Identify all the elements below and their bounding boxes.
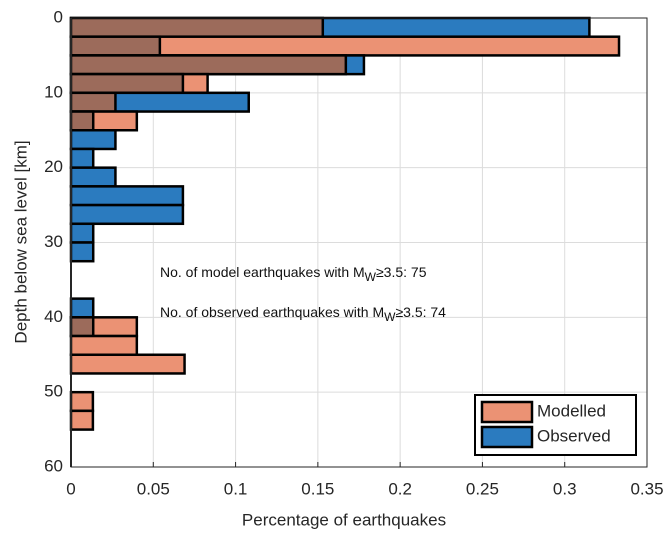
bar <box>69 147 95 169</box>
legend-swatch <box>480 400 534 424</box>
annotation-subscript: W <box>365 270 377 284</box>
y-tick-label: 10 <box>44 82 63 101</box>
bar <box>69 353 186 375</box>
annotation-suffix: ≥3.5: 75 <box>376 264 427 280</box>
bar <box>69 54 348 76</box>
annotation-text: No. of observed earthquakes with M <box>160 304 384 320</box>
x-tick-label: 0.3 <box>553 479 577 498</box>
x-tick-label: 0.15 <box>301 479 334 498</box>
annotation: No. of model earthquakes with MW≥3.5: 75 <box>160 264 427 284</box>
bar <box>69 166 117 188</box>
bar <box>69 203 185 226</box>
legend-label: Modelled <box>537 401 606 420</box>
x-tick-label: 0.2 <box>388 479 412 498</box>
annotation: No. of observed earthquakes with MW≥3.5:… <box>160 304 446 324</box>
x-tick-label: 0.25 <box>466 479 499 498</box>
legend-swatch <box>480 425 534 449</box>
y-tick-label: 20 <box>44 157 63 176</box>
bar <box>69 241 95 263</box>
y-tick-label: 30 <box>44 232 63 251</box>
bar <box>69 390 95 413</box>
bar <box>69 129 117 151</box>
y-tick-label: 0 <box>54 7 63 26</box>
bar <box>69 316 95 338</box>
bar <box>69 185 185 207</box>
x-axis-label: Percentage of earthquakes <box>242 510 446 529</box>
y-axis-label: Depth below sea level [km] <box>11 140 30 343</box>
legend-label: Observed <box>537 426 611 445</box>
bar <box>69 222 95 244</box>
y-tick-label: 40 <box>44 307 63 326</box>
x-tick-label: 0.1 <box>224 479 248 498</box>
bar <box>69 297 95 319</box>
annotation-text: No. of model earthquakes with M <box>160 264 365 280</box>
y-tick-label: 60 <box>44 456 63 475</box>
x-tick-label: 0.35 <box>630 479 663 498</box>
bar <box>69 110 95 132</box>
y-tick-label: 50 <box>44 382 63 401</box>
annotation-suffix: ≥3.5: 74 <box>395 304 446 320</box>
bar <box>69 409 95 431</box>
bar <box>69 334 139 356</box>
bar <box>69 72 185 95</box>
annotation-subscript: W <box>384 310 396 324</box>
x-tick-label: 0.05 <box>137 479 170 498</box>
bar <box>69 91 117 113</box>
x-tick-label: 0 <box>66 479 75 498</box>
bar <box>69 35 162 57</box>
bar <box>69 16 325 38</box>
